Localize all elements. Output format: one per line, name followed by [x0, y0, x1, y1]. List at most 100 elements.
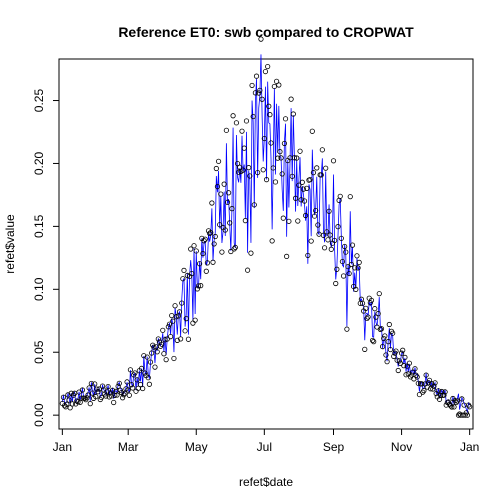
- series-line-blue: [61, 54, 471, 413]
- data-point: [211, 241, 217, 247]
- series-line-path: [61, 54, 471, 413]
- data-point: [290, 111, 296, 117]
- data-point: [171, 355, 177, 362]
- data-point: [232, 244, 238, 251]
- data-point: [307, 176, 313, 183]
- data-point: [332, 237, 338, 244]
- data-point: [354, 253, 360, 259]
- data-point: [242, 218, 248, 224]
- data-point: [330, 158, 337, 164]
- data-point: [251, 202, 257, 208]
- data-point: [120, 395, 126, 401]
- data-point: [67, 405, 73, 411]
- data-point: [334, 266, 340, 272]
- data-point: [383, 352, 389, 358]
- y-tick-label: 0.15: [32, 214, 46, 238]
- data-point: [105, 383, 111, 390]
- data-point: [127, 367, 134, 373]
- data-point: [132, 370, 138, 376]
- data-point: [363, 305, 369, 311]
- data-point: [259, 96, 265, 102]
- data-point: [391, 353, 397, 359]
- data-point: [108, 393, 115, 399]
- data-point: [255, 169, 261, 176]
- data-point: [278, 155, 284, 161]
- data-point: [201, 238, 207, 244]
- data-point: [400, 347, 406, 353]
- data-point: [78, 395, 84, 401]
- data-point: [172, 303, 178, 309]
- data-point: [311, 213, 318, 219]
- data-point: [130, 385, 136, 391]
- data-point: [87, 401, 93, 407]
- data-point: [111, 399, 117, 406]
- data-point: [340, 273, 347, 279]
- series-points-circles: [59, 36, 473, 418]
- data-point: [252, 90, 258, 96]
- data-point: [98, 394, 105, 401]
- data-point: [286, 218, 292, 224]
- data-point: [203, 268, 209, 274]
- data-point: [303, 212, 309, 219]
- data-point: [416, 391, 423, 398]
- data-point: [297, 148, 303, 154]
- data-point: [233, 120, 240, 126]
- data-point: [144, 354, 150, 360]
- data-point: [258, 36, 264, 42]
- data-point: [257, 87, 263, 93]
- data-point: [415, 380, 421, 386]
- data-point: [145, 375, 151, 381]
- data-point: [86, 385, 92, 391]
- data-point: [301, 198, 308, 204]
- data-point: [253, 73, 260, 79]
- data-point: [265, 63, 271, 70]
- data-point: [269, 238, 275, 244]
- data-point: [84, 395, 90, 401]
- data-point: [142, 370, 148, 376]
- data-point: [320, 232, 327, 238]
- data-point: [309, 128, 315, 134]
- y-axis: 0.00 0.05 0.10 0.15 0.20 0.25: [32, 89, 60, 427]
- x-tick-label: Mar: [118, 440, 139, 454]
- data-point: [92, 381, 98, 387]
- data-point: [281, 140, 288, 147]
- data-point: [219, 249, 225, 255]
- data-point: [204, 260, 211, 266]
- data-point: [282, 116, 289, 122]
- data-point: [277, 149, 283, 155]
- data-point: [435, 388, 442, 394]
- data-point: [166, 321, 173, 327]
- data-point: [275, 155, 281, 161]
- x-tick-label: Jul: [257, 440, 272, 454]
- data-point: [141, 353, 147, 359]
- data-point: [292, 195, 299, 201]
- data-point: [262, 68, 269, 75]
- data-point: [267, 112, 273, 118]
- data-point: [239, 128, 245, 134]
- data-point: [134, 377, 140, 383]
- data-point: [442, 389, 448, 395]
- data-point: [401, 363, 407, 369]
- data-point: [223, 127, 229, 133]
- data-point: [272, 179, 279, 185]
- x-axis: Jan Mar May Jul Sep Nov Jan: [53, 428, 479, 454]
- data-point: [217, 222, 223, 228]
- data-point: [295, 218, 301, 224]
- data-point: [79, 387, 86, 393]
- data-point: [210, 259, 216, 265]
- data-point: [152, 364, 158, 370]
- data-point: [464, 412, 471, 418]
- data-point: [396, 358, 402, 364]
- data-point: [387, 346, 394, 353]
- data-point: [448, 403, 454, 409]
- data-point: [367, 300, 373, 306]
- data-point: [126, 392, 132, 398]
- data-point: [197, 261, 203, 267]
- data-point: [268, 140, 274, 146]
- data-point: [95, 389, 101, 395]
- data-point: [155, 336, 161, 342]
- data-point: [180, 276, 186, 282]
- data-point: [190, 320, 196, 326]
- data-point: [402, 354, 408, 360]
- data-point: [454, 398, 460, 404]
